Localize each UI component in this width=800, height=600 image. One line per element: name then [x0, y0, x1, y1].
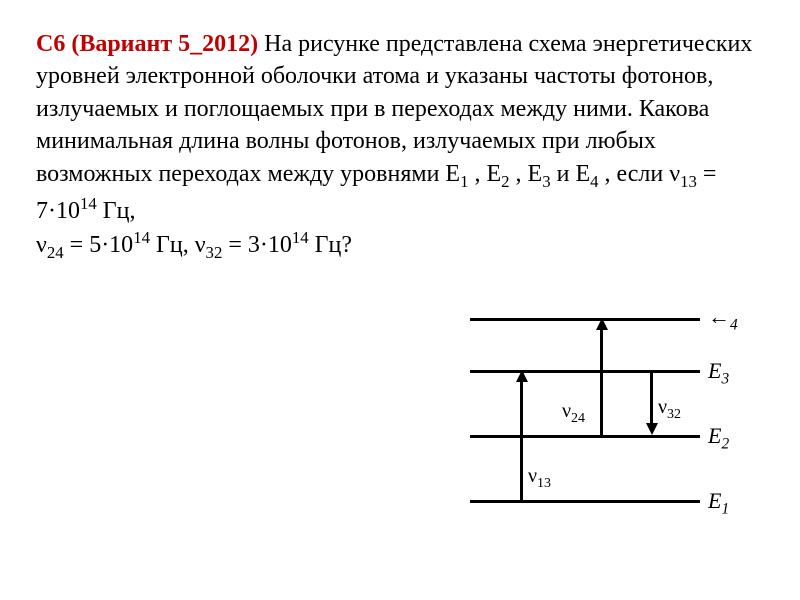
label-E1: E1 [708, 488, 729, 518]
arrow-v24-head [596, 318, 608, 330]
level-E1: E1 [445, 161, 468, 187]
label-E4: ←4 [708, 304, 738, 334]
nu24: ν24 [36, 232, 64, 258]
nu32: ν32 [195, 232, 223, 258]
level-E2: E2 [486, 161, 509, 187]
val13: 7·1014 [36, 198, 97, 224]
arrow-v13 [520, 380, 523, 500]
arrow-v13-head [516, 370, 528, 382]
level-line-E3 [470, 370, 700, 373]
level-line-E2 [470, 435, 700, 438]
freq-v24: ν24 [562, 400, 585, 427]
level-line-E4 [470, 318, 700, 321]
freq-v32: ν32 [658, 396, 681, 423]
problem-id: С6 (Вариант 5_2012) [36, 31, 258, 57]
level-E4: E4 [575, 161, 598, 187]
freq-v13: ν13 [528, 465, 551, 492]
arrow-v24 [600, 328, 603, 435]
label-E3: E3 [708, 358, 729, 388]
val24: 5·1014 [89, 232, 150, 258]
val32: 3·1014 [248, 232, 309, 258]
label-E2: E2 [708, 423, 729, 453]
arrow-v32-head [646, 423, 658, 435]
level-E3: E3 [528, 161, 551, 187]
problem-text: С6 (Вариант 5_2012) На рисунке представл… [36, 28, 764, 265]
level-line-E1 [470, 500, 700, 503]
arrow-v32 [650, 370, 653, 425]
nu13: ν13 [669, 161, 697, 187]
energy-level-diagram: ←4 E3 E2 E1 ν13 ν24 ν32 [470, 310, 750, 510]
